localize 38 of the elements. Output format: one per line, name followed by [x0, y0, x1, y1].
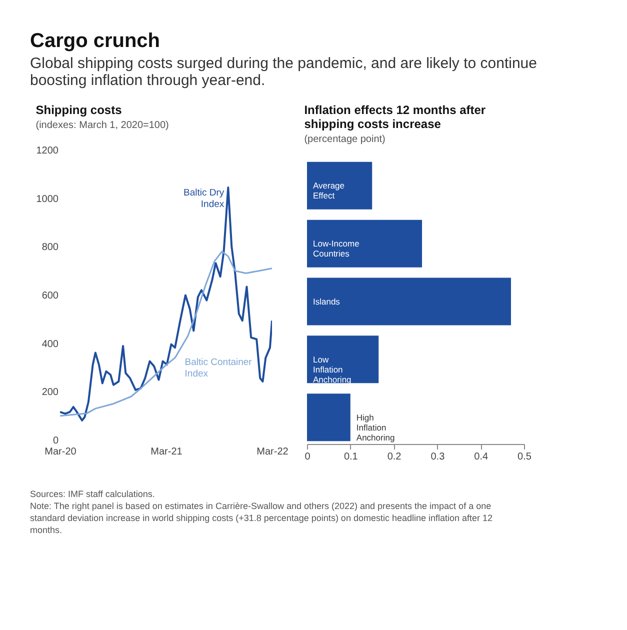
- bar: [307, 278, 511, 326]
- x-tick-label: 0.2: [387, 452, 402, 462]
- x-tick-label: Mar-22: [256, 446, 289, 458]
- x-tick-label: 0.4: [474, 452, 488, 462]
- y-tick-label: 600: [42, 290, 59, 302]
- line-series: [60, 250, 272, 417]
- chart-subtitle: (indexes: March 1, 2020=100): [36, 120, 169, 131]
- category-label: High Inflation Anchoring: [356, 412, 395, 442]
- y-tick-label: 200: [42, 387, 59, 398]
- x-tick-label: Mar-21: [150, 446, 183, 458]
- bar: [307, 162, 372, 210]
- series-label: Baltic Dry Index: [183, 187, 224, 210]
- text: Note: The right panel is based on estimates in Carrière-Swallow and others (2022) and presents the impact of a one standard deviation increase in world shipping costs (+31.8 percentage points) on domestic headline inflation after 12 months.: [30, 500, 494, 536]
- bar: [307, 220, 422, 268]
- source-note: Sources: IMF staff calculations.: [30, 488, 156, 500]
- category-label: Low Inflation Anchoring: [313, 354, 352, 384]
- x-tick-label: Mar-20: [44, 446, 77, 458]
- chart-subtitle: (percentage point): [304, 134, 386, 145]
- x-tick-label: 0: [304, 452, 311, 462]
- line-series: [60, 186, 272, 422]
- series-label: Baltic Container Index: [184, 356, 252, 380]
- category-label: Low-Income Countries: [313, 238, 360, 259]
- x-tick-label: 0.1: [344, 452, 358, 462]
- bar: [307, 394, 350, 442]
- y-tick-label: 1000: [36, 194, 59, 205]
- chart-title: Shipping costs: [36, 103, 122, 117]
- y-tick-label: 1200: [36, 146, 59, 156]
- y-tick-label: 0: [52, 436, 59, 446]
- category-label: Islands: [313, 296, 340, 306]
- x-tick-label: 0.3: [430, 452, 446, 462]
- text: Cargo crunch: [30, 30, 162, 53]
- x-tick-label: 0.5: [518, 452, 532, 462]
- chart-title: Inflation effects 12 months after shipping costs increase: [304, 103, 486, 131]
- y-tick-label: 800: [42, 242, 59, 254]
- category-label: Average Effect: [313, 180, 345, 201]
- y-tick-label: 400: [42, 338, 59, 350]
- bar: [307, 336, 379, 384]
- text: Global shipping costs surged during the pandemic, and are likely to continue boosting inflation through year-end.: [30, 55, 538, 89]
